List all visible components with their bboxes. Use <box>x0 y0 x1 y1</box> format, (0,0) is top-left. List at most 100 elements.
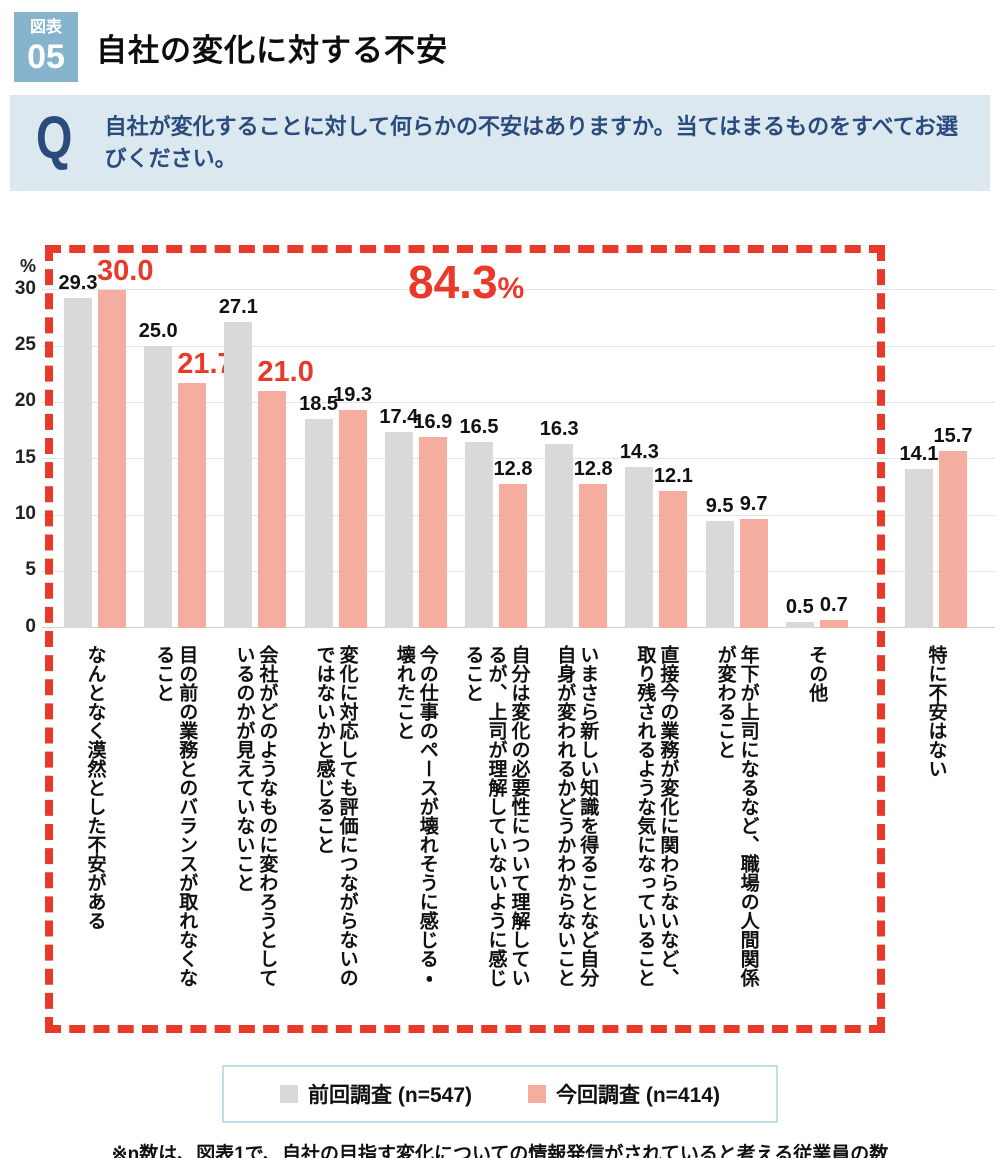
legend-wrap: 前回調査 (n=547) 今回調査 (n=414) <box>0 1064 1000 1123</box>
bar-group: 18.5 19.3 <box>291 290 381 628</box>
bar-value-label: 27.1 <box>218 296 258 319</box>
bar-value-label: 18.5 <box>299 393 339 416</box>
category-label-wrap: 変化に対応しても評価につながらないのではないかと感じること <box>261 645 411 995</box>
category-label: なんとなく漠然とした不安がある <box>84 644 106 930</box>
bar-current-survey: 19.3 <box>333 384 372 628</box>
y-tick-label: 0 <box>25 615 36 637</box>
category-label: 目の前の業務とのバランスが取れなくなること <box>153 644 198 987</box>
bar-previous-survey: 0.5 <box>785 596 814 628</box>
bar-value-label: 14.3 <box>619 440 659 463</box>
bar-group: 25.0 21.7 <box>130 290 234 628</box>
gridline <box>42 458 995 460</box>
legend: 前回調査 (n=547) 今回調査 (n=414) <box>222 1064 778 1123</box>
bar-value-label: 12.8 <box>573 457 613 480</box>
figure-number-badge: 図表 05 <box>14 12 78 82</box>
bar-previous-survey: 9.5 <box>705 495 734 628</box>
bar-value-label: 0.5 <box>785 596 814 619</box>
bar-value-label: 12.8 <box>493 457 533 480</box>
bar-group: 0.5 0.7 <box>772 290 862 628</box>
gridline <box>42 289 995 291</box>
bar-value-label: 9.7 <box>739 492 768 515</box>
badge-label: 図表 <box>29 19 62 36</box>
bar-group: 27.1 21.0 <box>210 290 314 628</box>
bar-current-survey: 21.7 <box>177 348 234 628</box>
y-tick-label: 10 <box>14 503 36 525</box>
y-tick-label: 30 <box>14 277 36 299</box>
bar-previous-survey: 17.4 <box>379 406 418 628</box>
bar-previous-survey: 18.5 <box>299 393 338 628</box>
category-label-wrap: 年下が上司になるなど、職場の人間関係が変わること <box>662 645 812 995</box>
bar-group: 29.3 30.0 <box>50 255 153 628</box>
category-label: 直接今の業務が変化に関わらないなど、取り残されるような気になっていること <box>634 644 679 987</box>
y-axis-unit: % <box>19 255 36 276</box>
page-title: 自社の変化に対する不安 <box>96 32 448 68</box>
bar-group: 9.5 9.7 <box>692 290 782 628</box>
category-label-wrap: 目の前の業務とのバランスが取れなくなること <box>100 645 250 995</box>
y-tick-label: 25 <box>14 334 36 356</box>
gridline <box>42 345 995 347</box>
category-label-wrap: 直接今の業務が変化に関わらないなど、取り残されるような気になっていること <box>581 645 731 995</box>
category-label: 変化に対応しても評価につながらないのではないかと感じること <box>313 644 358 987</box>
category-label: 自分は変化の必要性について理解しているが、上司が理解していないように感じること <box>462 644 530 987</box>
category-label-wrap: 自分は変化の必要性について理解しているが、上司が理解していないように感じること <box>421 645 571 995</box>
question-marker: Q <box>36 104 73 171</box>
y-tick-label: 5 <box>25 559 36 581</box>
category-label-wrap: 特に不安はない <box>861 645 1000 995</box>
category-label: その他 <box>806 644 828 702</box>
bar-previous-survey: 16.5 <box>460 416 498 628</box>
badge-number: 05 <box>27 38 65 76</box>
bar-current-survey: 12.8 <box>574 458 613 628</box>
question-box: Q 自社が変化することに対して何らかの不安はありますか。当てはまるものをすべてお… <box>10 95 990 191</box>
bar-current-survey: 16.9 <box>413 411 452 628</box>
category-label: いまさら新しい知識を得ることなど自分自身が変われるかどうかわからないこと <box>554 644 599 987</box>
legend-swatch-icon <box>528 1084 546 1103</box>
footnote: ※n数は、図表1で、自社の目指す変化についての情報発信がされていると考える従業員… <box>111 1143 889 1158</box>
bar-previous-survey: 29.3 <box>59 272 97 628</box>
bar-current-survey: 9.7 <box>739 493 768 628</box>
bar-value-label: 25.0 <box>138 320 178 343</box>
bar-previous-survey: 16.3 <box>540 418 579 628</box>
bar-group: 17.4 16.9 <box>371 290 461 628</box>
figure-header: 図表 05 自社の変化に対する不安 <box>0 0 1000 82</box>
bar-value-label: 16.9 <box>413 411 453 434</box>
category-label-wrap: その他 <box>742 645 892 995</box>
bar-chart: % 84.3% 0 5 10 15 20 25 30 29.3 30.0 なんとなく漠然とした不安… <box>0 233 1000 1043</box>
legend-swatch-icon <box>280 1084 299 1103</box>
category-label: 会社がどのようなものに変わろうとしているのかが見えていないこと <box>233 644 278 987</box>
bar-value-label: 30.0 <box>97 254 154 287</box>
bar-previous-survey: 14.1 <box>900 443 938 628</box>
y-tick-label: 20 <box>14 390 36 412</box>
bar-group: 14.3 12.1 <box>611 290 701 628</box>
question-text: 自社が変化することに対して何らかの不安はありますか。当てはまるものをすべてお選び… <box>104 114 959 171</box>
bar-current-survey: 30.0 <box>97 255 153 628</box>
category-label-wrap: いまさら新しい知識を得ることなど自分自身が変われるかどうかわからないこと <box>501 645 651 995</box>
category-label: 特に不安はない <box>925 644 947 778</box>
annotation-unit: % <box>497 271 525 305</box>
bar-previous-survey: 14.3 <box>620 441 659 628</box>
legend-label: 今回調査 (n=414) <box>556 1083 720 1107</box>
bar-group: 16.5 12.8 <box>451 290 541 628</box>
bar-value-label: 21.7 <box>177 348 234 381</box>
bar-value-label: 15.7 <box>933 424 973 447</box>
bar-value-label: 29.3 <box>58 271 98 294</box>
bar-group: 14.1 15.7 <box>891 290 981 628</box>
category-label: 年下が上司になるなど、職場の人間関係が変わること <box>714 644 759 987</box>
annotation-value: 84.3 <box>408 255 498 308</box>
y-tick-label: 15 <box>14 446 36 468</box>
bar-value-label: 21.0 <box>257 356 314 389</box>
bar-current-survey: 12.1 <box>654 465 693 628</box>
bar-current-survey: 0.7 <box>819 594 848 628</box>
bar-value-label: 17.4 <box>379 405 419 428</box>
category-label-wrap: 今の仕事のペースが壊れそうに感じる・壊れたこと <box>341 645 491 995</box>
bar-value-label: 9.5 <box>705 494 734 517</box>
gridline <box>42 401 995 403</box>
category-label: 今の仕事のペースが壊れそうに感じる・壊れたこと <box>393 644 438 987</box>
bar-current-survey: 12.8 <box>494 458 532 628</box>
category-label-wrap: なんとなく漠然とした不安がある <box>20 645 170 995</box>
gridline <box>42 627 995 629</box>
bar-value-label: 16.3 <box>539 418 579 441</box>
bar-value-label: 0.7 <box>819 593 848 616</box>
bar-current-survey: 21.0 <box>257 356 314 628</box>
bar-group: 16.3 12.8 <box>531 290 621 628</box>
